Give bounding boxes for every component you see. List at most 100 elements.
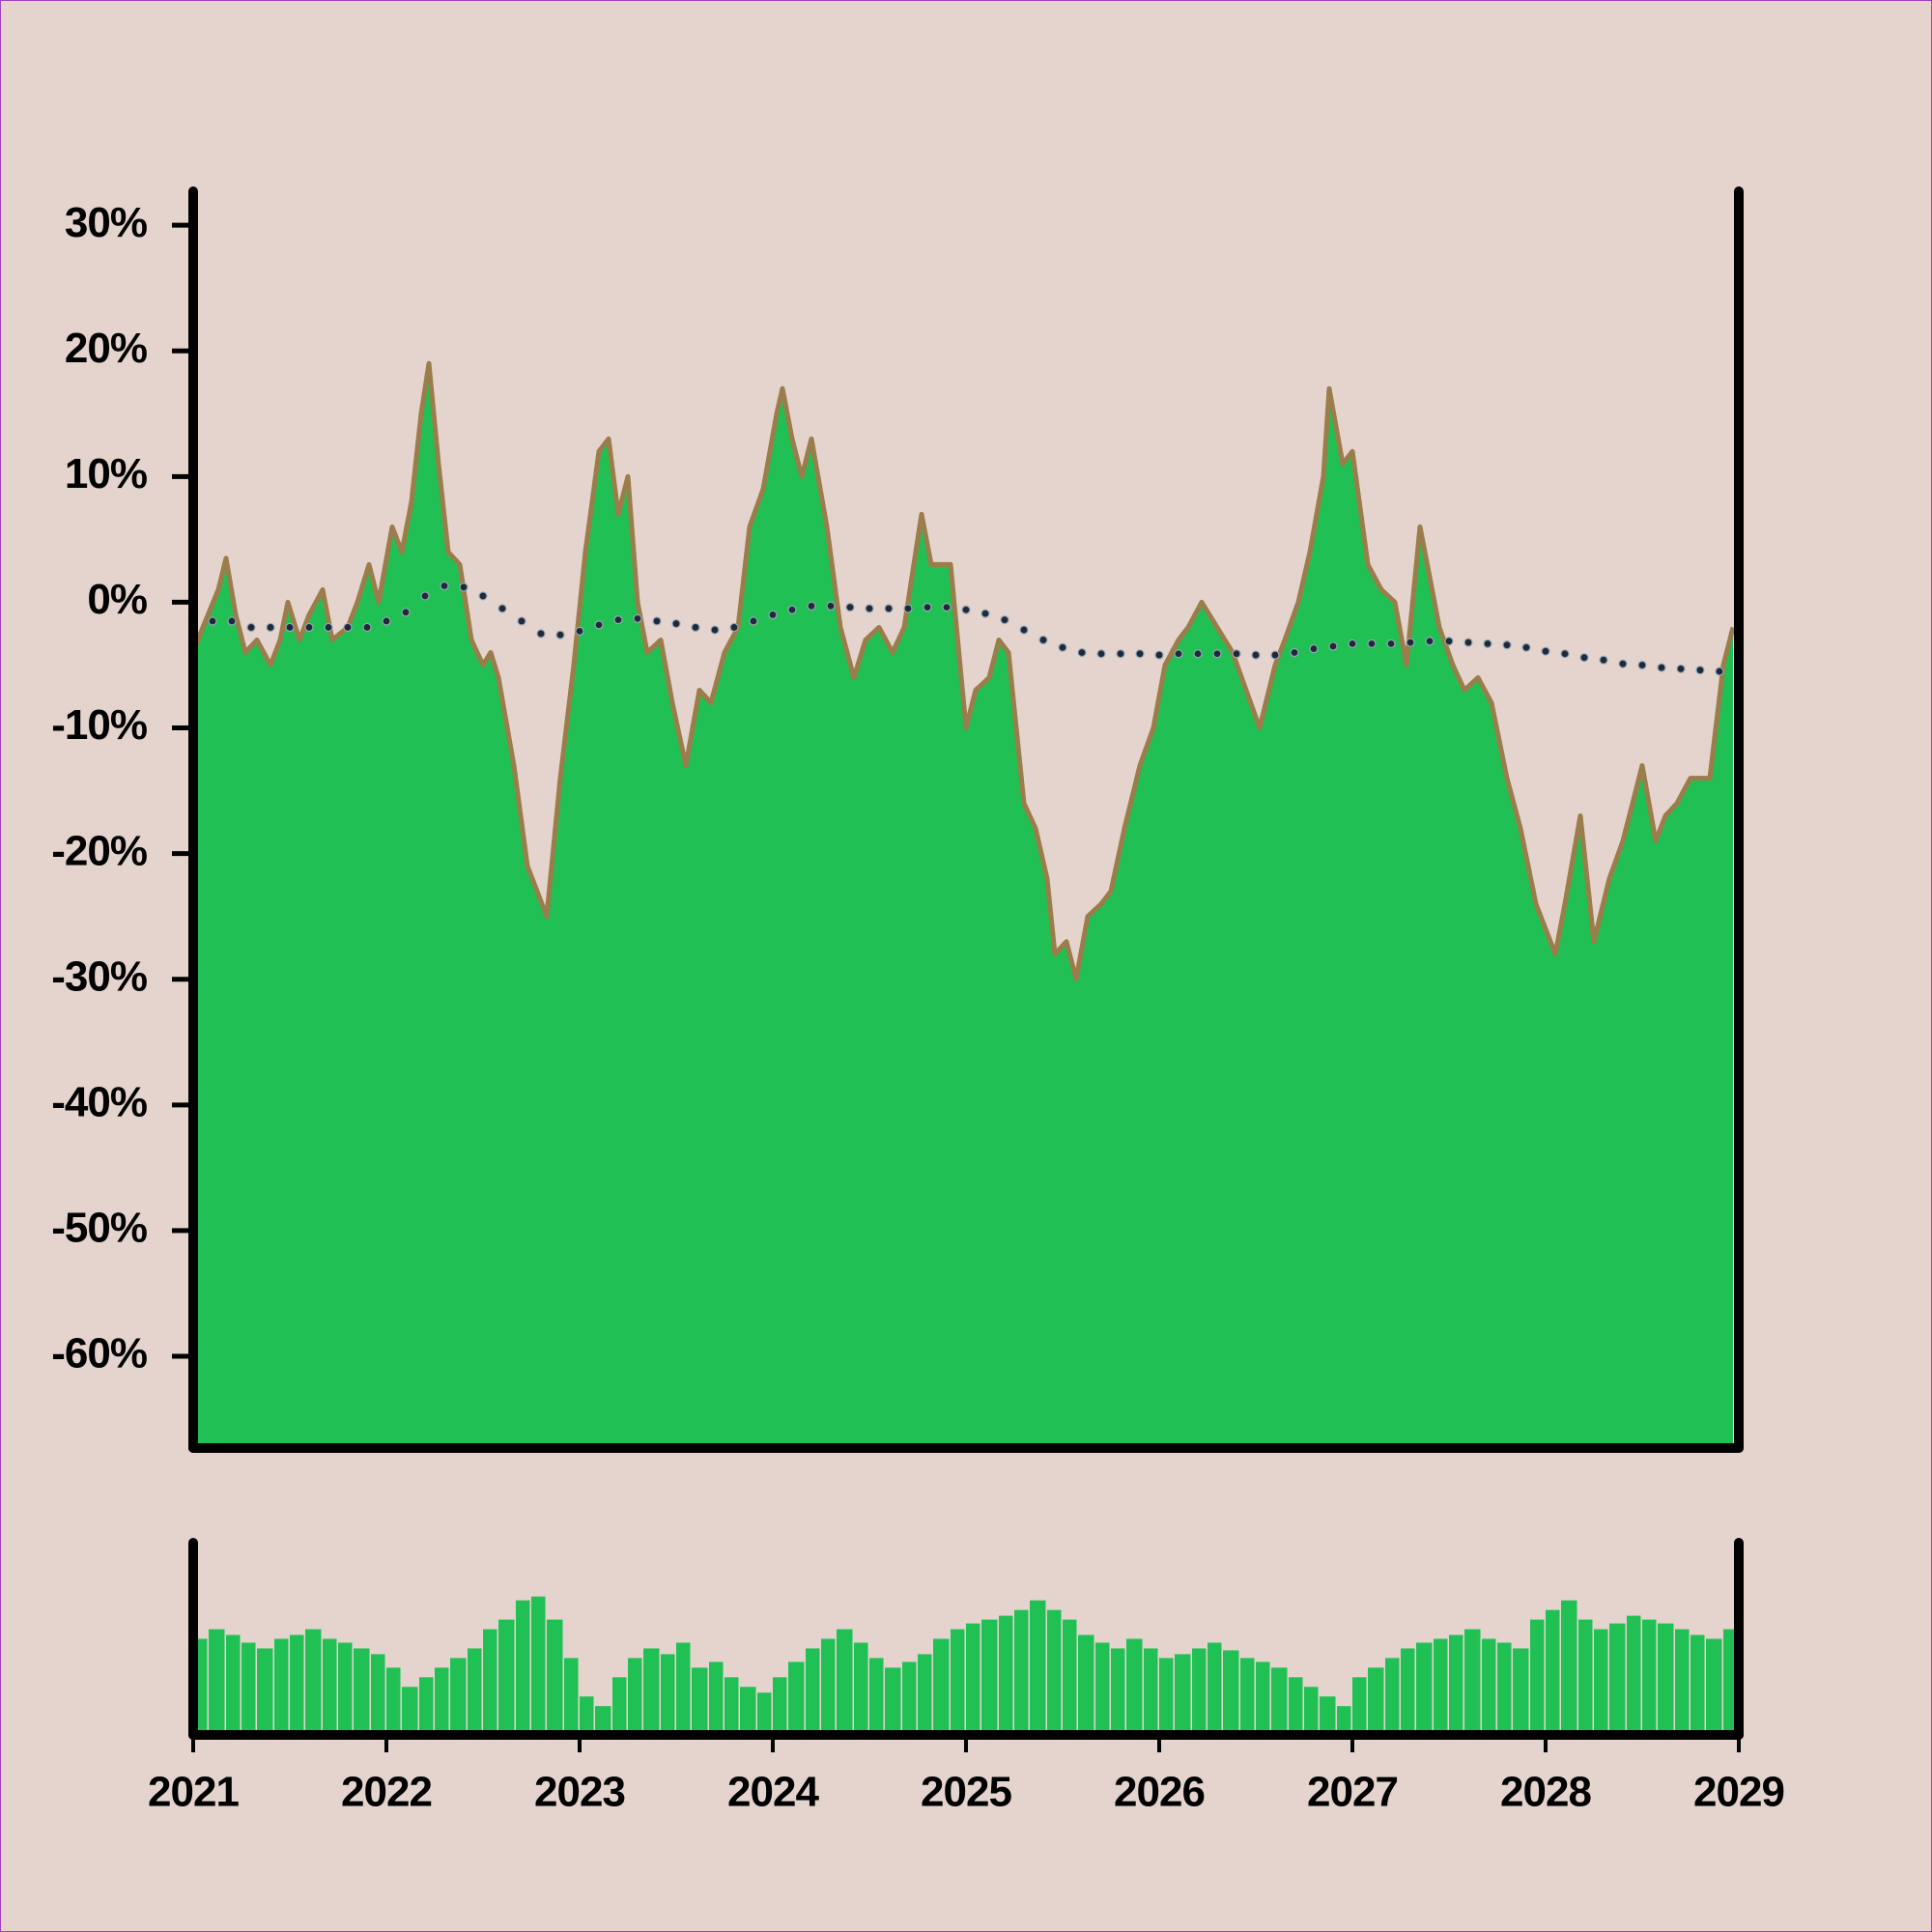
ma-dot — [1135, 649, 1145, 659]
x-tick-label: 2027 — [1307, 1769, 1398, 1816]
volume-bar — [1144, 1648, 1158, 1735]
ma-dot — [884, 604, 894, 613]
volume-bar — [1416, 1642, 1433, 1735]
volume-bar — [516, 1600, 530, 1735]
volume-bar — [1368, 1667, 1384, 1735]
volume-bar — [547, 1619, 563, 1735]
volume-bar — [1401, 1648, 1415, 1735]
ma-dot — [1425, 637, 1435, 646]
volume-bar — [1078, 1634, 1094, 1735]
volume-bar — [1464, 1629, 1481, 1735]
volume-bar — [1434, 1638, 1448, 1735]
ma-dot — [382, 616, 391, 626]
ma-dot — [1270, 650, 1280, 660]
volume-bar — [1256, 1662, 1270, 1735]
ma-dot — [826, 601, 836, 611]
volume-bar — [854, 1642, 868, 1735]
y-tick-label: -10% — [51, 701, 147, 749]
volume-bar — [290, 1634, 304, 1735]
ma-dot — [285, 622, 295, 633]
ma-dot — [903, 604, 913, 613]
ma-dot — [575, 626, 584, 636]
ma-dot — [980, 609, 990, 618]
ma-dot — [304, 622, 314, 633]
volume-bar — [1594, 1629, 1608, 1735]
area-edge — [190, 360, 1736, 982]
ma-dot — [652, 616, 662, 626]
volume-bar — [902, 1662, 917, 1735]
ma-dot — [208, 616, 217, 626]
volume-bar — [1159, 1658, 1174, 1735]
ma-dot — [1444, 637, 1454, 646]
volume-bar — [274, 1638, 289, 1735]
volume-bar — [628, 1658, 642, 1735]
ma-dot — [1000, 615, 1009, 625]
volume-bar — [981, 1619, 998, 1735]
x-tick-label: 2029 — [1693, 1769, 1784, 1816]
ma-dot — [1541, 646, 1550, 656]
ma-dot — [1309, 643, 1319, 654]
volume-bar — [1546, 1609, 1560, 1735]
y-tick-label: 0% — [87, 576, 147, 623]
volume-bar — [1706, 1638, 1722, 1735]
ma-dot — [1618, 659, 1628, 668]
x-tick-label: 2023 — [534, 1769, 625, 1816]
volume-bar — [1449, 1634, 1463, 1735]
ma-dot — [246, 622, 256, 633]
volume-bar — [1320, 1696, 1336, 1735]
volume-bar — [1561, 1600, 1577, 1735]
volume-bar — [354, 1648, 370, 1735]
ma-dot — [1502, 640, 1512, 650]
volume-bar — [724, 1677, 739, 1735]
volume-bar — [709, 1662, 724, 1735]
volume-bar — [1111, 1648, 1125, 1735]
ma-dot — [324, 622, 333, 633]
y-tick-label: -20% — [51, 827, 147, 874]
ma-dot — [1599, 655, 1608, 665]
volume-bar — [498, 1619, 515, 1735]
ma-dot — [266, 622, 275, 633]
volume-bar — [740, 1687, 756, 1735]
volume-bar — [1578, 1619, 1593, 1735]
ma-dot — [1348, 639, 1357, 648]
ma-dot — [1715, 667, 1724, 676]
ma-dot — [440, 581, 449, 591]
volume-bar — [821, 1638, 836, 1735]
ma-dot — [555, 630, 565, 639]
volume-bar — [1385, 1658, 1400, 1735]
ma-dot — [691, 622, 700, 633]
ma-dot — [1212, 649, 1222, 659]
volume-bar — [1627, 1615, 1641, 1735]
ma-dot — [420, 591, 430, 601]
x-tick-label: 2024 — [727, 1769, 819, 1816]
ma-dot — [1116, 649, 1125, 659]
ma-dot — [1406, 638, 1415, 647]
ma-dot — [768, 610, 778, 620]
volume-bar — [966, 1623, 980, 1735]
x-tick-label: 2026 — [1114, 1769, 1205, 1816]
volume-bar — [1642, 1619, 1657, 1735]
volume-bar — [1513, 1648, 1529, 1735]
volume-bar — [661, 1654, 675, 1735]
ma-dot — [1251, 650, 1261, 660]
volume-bar — [1497, 1642, 1512, 1735]
volume-bar — [612, 1677, 627, 1735]
ma-dot — [1193, 649, 1203, 659]
ma-dot — [1676, 664, 1686, 673]
ma-dot — [1290, 647, 1299, 658]
ma-dot — [1463, 638, 1473, 647]
volume-bar — [999, 1615, 1013, 1735]
volume-bar — [483, 1629, 497, 1735]
volume-bar — [580, 1696, 594, 1735]
y-tick-label: -30% — [51, 952, 147, 1000]
volume-bar — [1289, 1677, 1303, 1735]
ma-dot — [343, 622, 353, 633]
ma-dot — [923, 603, 932, 612]
volume-bar — [242, 1642, 256, 1735]
volume-bar — [933, 1638, 950, 1735]
ma-dot — [1328, 641, 1338, 651]
ma-dot — [1154, 650, 1164, 660]
volume-bar — [773, 1677, 787, 1735]
volume-bar — [951, 1629, 965, 1735]
